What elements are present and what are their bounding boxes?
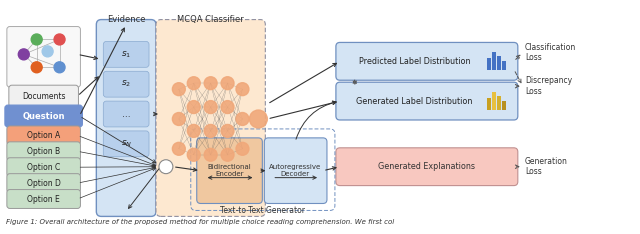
Circle shape [204, 101, 217, 113]
Text: Evidence: Evidence [107, 15, 145, 24]
Circle shape [204, 124, 217, 137]
Circle shape [31, 34, 42, 45]
Circle shape [204, 77, 217, 90]
Circle shape [31, 62, 42, 73]
Text: $s_2$: $s_2$ [121, 79, 131, 89]
Text: Question: Question [22, 112, 65, 121]
Text: ...: ... [122, 110, 131, 118]
Circle shape [172, 113, 186, 125]
FancyBboxPatch shape [7, 142, 81, 161]
Text: Option E: Option E [28, 194, 60, 204]
Text: Option C: Option C [27, 163, 60, 172]
FancyBboxPatch shape [103, 101, 149, 127]
Bar [492, 92, 496, 110]
Circle shape [221, 148, 234, 161]
Text: $s_1$: $s_1$ [121, 49, 131, 60]
FancyBboxPatch shape [7, 174, 81, 193]
Text: Option A: Option A [27, 131, 60, 140]
Bar [487, 98, 491, 110]
Text: Generation
Loss: Generation Loss [525, 157, 568, 176]
Text: Predicted Label Distribution: Predicted Label Distribution [358, 57, 470, 66]
Circle shape [204, 148, 217, 161]
Text: $s_N$: $s_N$ [120, 139, 132, 149]
Circle shape [236, 83, 249, 96]
Text: Option B: Option B [27, 147, 60, 156]
FancyBboxPatch shape [264, 138, 327, 204]
Circle shape [42, 46, 53, 57]
Text: Figure 1: Overall architecture of the proposed method for multiple choice readin: Figure 1: Overall architecture of the pr… [6, 219, 394, 225]
Text: Discrepancy
Loss: Discrepancy Loss [525, 77, 572, 96]
Circle shape [188, 148, 200, 161]
Circle shape [250, 110, 268, 128]
Text: Text-to-Text Generator: Text-to-Text Generator [220, 206, 305, 215]
Bar [497, 56, 501, 70]
FancyBboxPatch shape [103, 71, 149, 97]
Bar [497, 96, 501, 110]
FancyBboxPatch shape [156, 20, 266, 216]
FancyBboxPatch shape [7, 26, 81, 87]
FancyBboxPatch shape [9, 85, 79, 107]
Text: Documents: Documents [22, 92, 65, 101]
Circle shape [54, 62, 65, 73]
FancyBboxPatch shape [97, 20, 156, 216]
Text: Bidirectional
Encoder: Bidirectional Encoder [207, 164, 252, 177]
Bar [502, 61, 506, 70]
Circle shape [221, 77, 234, 90]
FancyBboxPatch shape [7, 126, 81, 145]
FancyBboxPatch shape [336, 148, 518, 186]
Circle shape [19, 49, 29, 60]
FancyBboxPatch shape [196, 138, 262, 204]
Text: Classification
Loss: Classification Loss [525, 43, 576, 62]
Bar [502, 101, 506, 110]
FancyBboxPatch shape [5, 105, 83, 127]
Circle shape [159, 160, 173, 174]
Text: MCQA Classifier: MCQA Classifier [177, 15, 244, 24]
FancyBboxPatch shape [103, 131, 149, 157]
FancyBboxPatch shape [7, 158, 81, 177]
Circle shape [188, 101, 200, 113]
Circle shape [172, 142, 186, 155]
Bar [487, 58, 491, 70]
Text: Autoregressive
Decoder: Autoregressive Decoder [269, 164, 321, 177]
FancyBboxPatch shape [336, 42, 518, 80]
Bar [492, 52, 496, 70]
Circle shape [172, 83, 186, 96]
Circle shape [221, 124, 234, 137]
FancyBboxPatch shape [7, 190, 81, 208]
Circle shape [221, 101, 234, 113]
Text: Generated Explanations: Generated Explanations [378, 162, 476, 171]
FancyBboxPatch shape [336, 82, 518, 120]
Circle shape [54, 34, 65, 45]
Text: Option D: Option D [27, 179, 61, 188]
Circle shape [236, 113, 249, 125]
Circle shape [236, 142, 249, 155]
Circle shape [188, 124, 200, 137]
FancyBboxPatch shape [103, 41, 149, 67]
Text: Generated Label Distribution: Generated Label Distribution [356, 97, 472, 106]
Circle shape [188, 77, 200, 90]
